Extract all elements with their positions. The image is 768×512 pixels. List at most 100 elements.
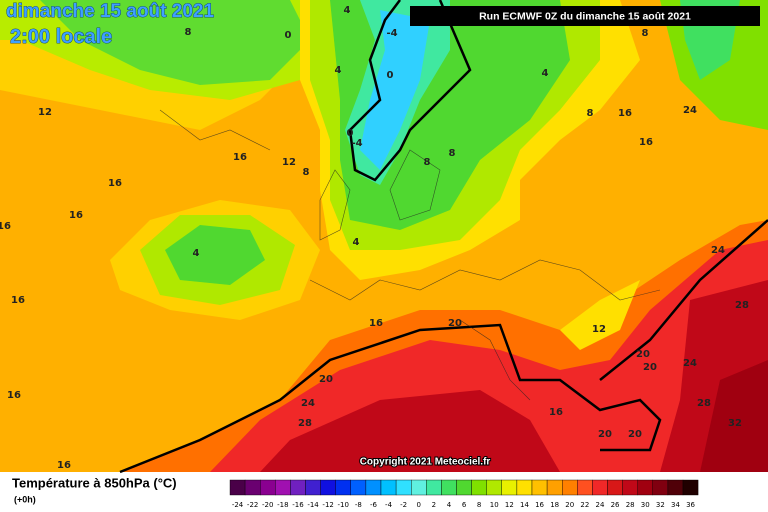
contour-label: 20 — [448, 318, 462, 329]
legend-swatch — [350, 479, 367, 496]
contour-label: -4 — [351, 138, 362, 149]
legend-swatch — [486, 479, 503, 496]
legend-value: 28 — [626, 501, 635, 509]
legend-value: 30 — [641, 501, 650, 509]
contour-label: 12 — [592, 324, 606, 335]
legend-value: 2 — [432, 501, 436, 509]
legend-value: -16 — [292, 501, 304, 509]
contour-label: 8 — [587, 108, 594, 119]
legend-value: 12 — [505, 501, 514, 509]
contour-label: 20 — [628, 429, 642, 440]
legend-value: 26 — [611, 501, 620, 509]
field-area — [360, 10, 430, 170]
contour-label: 4 — [193, 248, 200, 259]
legend-swatch — [305, 479, 321, 496]
temperature-map: 12 16 12 8 16 16 16 4 16 20 12 20 24 28 16 16 16 20 20 20 20… — [0, 0, 768, 474]
contour-label: 4 — [344, 5, 351, 16]
coastline — [309, 259, 661, 301]
map-date: dimanche 15 août 2021 — [6, 1, 214, 22]
field-area — [560, 280, 640, 350]
legend-swatch — [501, 479, 518, 496]
legend-value: 36 — [686, 501, 695, 509]
contour-label: 0 — [347, 128, 354, 139]
legend-value: 0 — [417, 501, 421, 509]
legend-swatch — [244, 479, 261, 496]
contour-label: 12 — [282, 157, 296, 168]
legend-swatch — [411, 479, 427, 496]
legend-swatch — [577, 479, 593, 496]
legend-swatch — [395, 479, 412, 496]
legend-swatch — [380, 479, 397, 496]
contour-label: 16 — [369, 318, 383, 329]
legend-swatch — [260, 479, 276, 496]
legend-value: 4 — [447, 501, 452, 509]
legend-value: -2 — [400, 501, 407, 509]
contour-label: 16 — [639, 137, 653, 148]
run-info: Run ECMWF 0Z du dimanche 15 août 2021 — [479, 10, 691, 22]
legend-swatch — [275, 479, 291, 496]
legend-swatch — [531, 479, 548, 496]
legend-swatch — [667, 479, 684, 496]
legend-swatch — [516, 479, 533, 496]
legend: Température à 850hPa (°C) (+0h) -24 -22 -2… — [12, 475, 699, 509]
legend-value: 22 — [580, 501, 589, 509]
legend-value: 10 — [490, 501, 499, 509]
contour-label: 0 — [387, 70, 394, 81]
legend-lead: (+0h) — [14, 494, 36, 504]
contour-label: 20 — [636, 349, 650, 360]
legend-value: -4 — [385, 501, 393, 509]
legend-value: 14 — [520, 501, 529, 509]
legend-value: 34 — [671, 501, 680, 509]
contour-label: 16 — [11, 295, 25, 306]
legend-value: 32 — [656, 501, 665, 509]
field-area — [40, 0, 310, 85]
legend-swatch — [471, 479, 487, 496]
contour-label: 20 — [598, 429, 612, 440]
field-area — [260, 390, 560, 472]
contour-label: 16 — [618, 108, 632, 119]
legend-value: -22 — [247, 501, 258, 509]
contour-label: 8 — [303, 167, 310, 178]
legend-value: 16 — [535, 501, 544, 509]
contour-label: 16 — [549, 407, 563, 418]
contour-labels: 12 16 12 8 16 16 16 4 16 20 12 20 24 28 16 16 16 20 20 20 20… — [0, 5, 749, 471]
legend-swatch — [652, 479, 669, 496]
legend-swatch — [335, 479, 352, 496]
legend-value: -18 — [277, 501, 288, 509]
legend-value: -12 — [322, 501, 333, 509]
contour-label: 4 — [542, 68, 549, 79]
contour-label: 8 — [642, 28, 649, 39]
contour-label: 16 — [0, 221, 11, 232]
contour-label: 8 — [185, 27, 192, 38]
contour-label: 4 — [335, 65, 342, 76]
legend-value: -24 — [232, 501, 244, 509]
contour-label: 8 — [424, 157, 431, 168]
legend-swatch — [426, 479, 442, 496]
coastline — [459, 319, 531, 401]
contour-label: 28 — [298, 418, 312, 429]
contour-label: -4 — [386, 28, 397, 39]
contour-label: 24 — [301, 398, 315, 409]
contour-label: 16 — [69, 210, 83, 221]
legend-swatch — [320, 479, 336, 496]
coastline — [159, 109, 271, 151]
legend-value: 24 — [595, 501, 604, 509]
contour-label: 20 — [319, 374, 333, 385]
legend-swatch — [456, 479, 472, 496]
legend-swatch — [229, 479, 246, 496]
zero-isotherm — [348, 0, 472, 182]
contour-label: 4 — [353, 237, 360, 248]
coastlines — [159, 109, 661, 401]
contour-label: 24 — [683, 105, 697, 116]
field-area — [700, 360, 768, 472]
contour-label: 28 — [735, 300, 749, 311]
twenty-isotherm — [599, 219, 768, 381]
legend-swatch — [365, 479, 382, 496]
contour-label: 16 — [57, 460, 71, 471]
twenty-isotherm — [119, 323, 662, 474]
coastline — [389, 149, 441, 221]
legend-value: -20 — [262, 501, 273, 509]
legend-swatch — [682, 479, 699, 496]
copyright: Copyright 2021 Meteociel.fr — [360, 457, 491, 468]
contour-label: 12 — [38, 107, 52, 118]
